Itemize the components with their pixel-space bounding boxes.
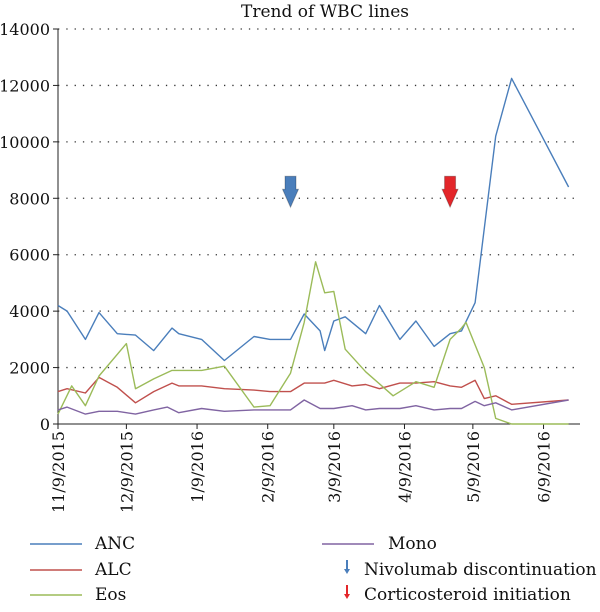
x-tick-label: 1/9/2016 [188, 431, 207, 503]
series-line-eos [57, 261, 569, 425]
legend-arrow-head-icon [344, 569, 350, 574]
legend-label-annotation: Corticosteroid initiation [364, 585, 571, 605]
y-tick-label: 2000 [9, 359, 50, 378]
x-tick-label: 2/9/2016 [259, 431, 278, 503]
legend-label-alc: ALC [94, 560, 132, 580]
legend-label-mono: Mono [388, 534, 437, 554]
x-tick-label: 4/9/2016 [395, 431, 414, 503]
series-lines [57, 77, 570, 425]
legend-label-eos: Eos [95, 585, 126, 605]
x-tick-label: 6/9/2016 [535, 431, 554, 503]
x-tick-label: 3/9/2016 [325, 431, 344, 503]
y-tick-label: 8000 [9, 189, 50, 208]
annotation-arrow-nivolumab [281, 175, 300, 209]
x-tick-label: 12/9/2015 [117, 431, 136, 513]
legend-arrow-head-icon [344, 594, 350, 599]
axes [53, 28, 580, 429]
y-tick-label: 12000 [0, 76, 50, 95]
y-tick-label: 6000 [9, 246, 50, 265]
series-line-mono [57, 399, 569, 415]
x-tick-label: 11/9/2015 [49, 431, 68, 513]
x-tick-labels: 11/9/2015 12/9/2015 1/9/2016 2/9/2016 3/9/20… [49, 431, 554, 513]
annotation-arrow-corticosteroid [441, 175, 459, 209]
grid [58, 28, 580, 369]
series-line-alc [57, 376, 569, 405]
legend-label-annotation: Nivolumab discontinuation [364, 560, 597, 580]
y-tick-labels: 0 2000 4000 6000 8000 10000 12000 14000 [0, 20, 50, 434]
legend: ANC ALC Eos Mono Nivolumab discontinuation Co… [30, 534, 597, 605]
legend-label-anc: ANC [94, 534, 135, 554]
chart-title: Trend of WBC lines [241, 2, 409, 22]
y-tick-label: 14000 [0, 20, 50, 39]
series-line-anc [57, 77, 570, 362]
y-tick-label: 4000 [9, 302, 50, 321]
y-tick-label: 10000 [0, 133, 50, 152]
x-tick-label: 5/9/2016 [464, 431, 483, 503]
y-tick-label: 0 [40, 415, 50, 434]
annotation-markers [281, 175, 459, 209]
